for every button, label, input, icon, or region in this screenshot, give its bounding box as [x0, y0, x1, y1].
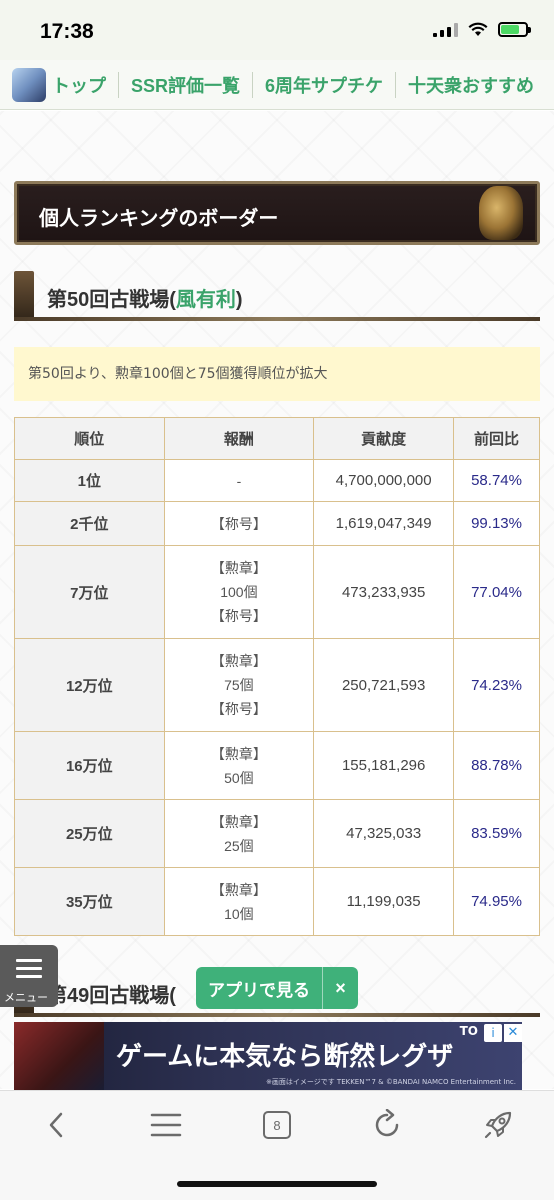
- tabs-icon: 8: [263, 1111, 291, 1139]
- contribution-cell: 4,700,000,000: [313, 459, 455, 502]
- contribution-cell: 250,721,593: [313, 638, 455, 732]
- menu-button[interactable]: メニュー: [0, 945, 58, 1007]
- main-content: 個人ランキングのボーダー 第50回古戦場(風有利) 第50回より、勲章100個と…: [0, 111, 554, 1089]
- wind-advantage-link[interactable]: 風有利: [175, 289, 236, 311]
- nav-item-top[interactable]: トップ: [52, 75, 106, 96]
- banner-ornament-icon: [479, 186, 523, 240]
- reward-cell: 【勲章】 10個: [163, 867, 315, 936]
- rank-cell: 16万位: [14, 731, 165, 800]
- menu-list-button[interactable]: [144, 1105, 188, 1145]
- heading-ornament: [14, 271, 34, 321]
- tabs-button[interactable]: 8: [255, 1105, 299, 1145]
- section-heading-text: 第50回古戦場(風有利): [47, 289, 243, 311]
- reward-cell: 【勲章】 100個 【称号】: [163, 545, 315, 639]
- open-in-app-label: アプリで見る: [208, 980, 310, 1000]
- chevron-left-icon: [49, 1112, 63, 1138]
- battery-icon: [498, 22, 531, 37]
- heading-underline: [14, 1013, 540, 1017]
- table-row: 7万位 【勲章】 100個 【称号】 473,233,935 77.04%: [14, 545, 540, 639]
- hamburger-icon: [16, 959, 42, 983]
- list-menu-icon: [150, 1113, 182, 1137]
- table-header-row: 順位 報酬 貢献度 前回比: [14, 417, 540, 460]
- status-bar: 17:38: [0, 0, 554, 60]
- ratio-cell: 77.04%: [453, 545, 540, 639]
- table-row: 12万位 【勲章】 75個 【称号】 250,721,593 74.23%: [14, 638, 540, 732]
- ad-image: [14, 1022, 104, 1090]
- site-nav: トップ SSR評価一覧 6周年サプチケ 十天衆おすすめ: [0, 60, 554, 110]
- contribution-cell: 155,181,296: [313, 731, 455, 800]
- ad-banner[interactable]: ゲームに本気なら断然レグザ TO i ✕ ※画面はイメージです TEKKEN™7…: [14, 1022, 522, 1090]
- table-row: 2千位 【称号】 1,619,047,349 99.13%: [14, 501, 540, 546]
- contribution-cell: 47,325,033: [313, 799, 455, 868]
- status-icons: [433, 22, 531, 37]
- rank-cell: 1位: [14, 459, 165, 502]
- ratio-cell: 88.78%: [453, 731, 540, 800]
- reward-cell: 【勲章】 50個: [163, 731, 315, 800]
- table-row: 16万位 【勲章】 50個 155,181,296 88.78%: [14, 731, 540, 800]
- ratio-cell: 74.23%: [453, 638, 540, 732]
- table-row: 35万位 【勲章】 10個 11,199,035 74.95%: [14, 867, 540, 936]
- table-row: 25万位 【勲章】 25個 47,325,033 83.59%: [14, 799, 540, 868]
- rank-cell: 12万位: [14, 638, 165, 732]
- reward-cell: 【勲章】 25個: [163, 799, 315, 868]
- reward-cell: 【称号】: [163, 501, 315, 546]
- rank-cell: 25万位: [14, 799, 165, 868]
- rank-cell: 2千位: [14, 501, 165, 546]
- ratio-cell: 99.13%: [453, 501, 540, 546]
- open-in-app-button[interactable]: アプリで見る ×: [196, 967, 358, 1009]
- nav-separator: [118, 71, 119, 98]
- back-button[interactable]: [34, 1105, 78, 1145]
- ad-info-icon[interactable]: i: [484, 1024, 502, 1042]
- tab-count: 8: [273, 1117, 281, 1133]
- nav-separator: [395, 71, 397, 98]
- header-ratio: 前回比: [453, 417, 540, 460]
- table-row: 1位 - 4,700,000,000 58.74%: [14, 459, 540, 502]
- section-heading-text: 第49回古戦場(: [47, 985, 176, 1007]
- rocket-icon: [484, 1111, 512, 1139]
- rank-cell: 7万位: [14, 545, 165, 639]
- ratio-cell: 58.74%: [453, 459, 540, 502]
- ad-brand: TO: [459, 1024, 478, 1038]
- site-logo-avatar[interactable]: [12, 67, 46, 102]
- cellular-signal-icon: [433, 22, 458, 37]
- notice-box: 第50回より、勲章100個と75個獲得順位が拡大: [14, 347, 540, 401]
- open-in-app-close-button[interactable]: ×: [322, 967, 358, 1009]
- contribution-cell: 11,199,035: [313, 867, 455, 936]
- reload-button[interactable]: [365, 1105, 409, 1145]
- rank-cell: 35万位: [14, 867, 165, 936]
- ad-headline: ゲームに本気なら断然レグザ: [116, 1041, 454, 1071]
- wifi-icon: [468, 22, 488, 36]
- header-reward: 報酬: [163, 417, 315, 460]
- banner-title: 個人ランキングのボーダー: [39, 208, 279, 230]
- contribution-cell: 473,233,935: [313, 545, 455, 639]
- header-contribution: 貢献度: [313, 417, 455, 460]
- menu-label: メニュー: [4, 991, 48, 1004]
- status-time: 17:38: [40, 20, 94, 43]
- section-banner: 個人ランキングのボーダー: [14, 181, 540, 245]
- contribution-cell: 1,619,047,349: [313, 501, 455, 546]
- rocket-button[interactable]: [476, 1105, 520, 1145]
- reward-cell: -: [163, 459, 315, 502]
- reward-cell: 【勲章】 75個 【称号】: [163, 638, 315, 732]
- nav-item-eternals[interactable]: 十天衆おすすめ: [408, 75, 535, 96]
- heading-underline: [14, 317, 540, 321]
- home-indicator: [177, 1181, 377, 1187]
- nav-item-ssr-list[interactable]: SSR評価一覧: [131, 75, 241, 96]
- ranking-border-table: 順位 報酬 貢献度 前回比 1位 - 4,700,000,000 58.74% …: [14, 417, 540, 936]
- ratio-cell: 74.95%: [453, 867, 540, 936]
- section-heading-50: 第50回古戦場(風有利): [14, 271, 540, 321]
- reload-icon: [375, 1109, 399, 1137]
- nav-separator: [252, 71, 254, 98]
- ad-close-icon[interactable]: ✕: [504, 1024, 522, 1042]
- nav-item-anniversary-ticket[interactable]: 6周年サプチケ: [265, 75, 384, 96]
- header-rank: 順位: [14, 417, 165, 460]
- ad-disclaimer: ※画面はイメージです TEKKEN™7 & ©BANDAI NAMCO Ente…: [265, 1078, 516, 1086]
- ratio-cell: 83.59%: [453, 799, 540, 868]
